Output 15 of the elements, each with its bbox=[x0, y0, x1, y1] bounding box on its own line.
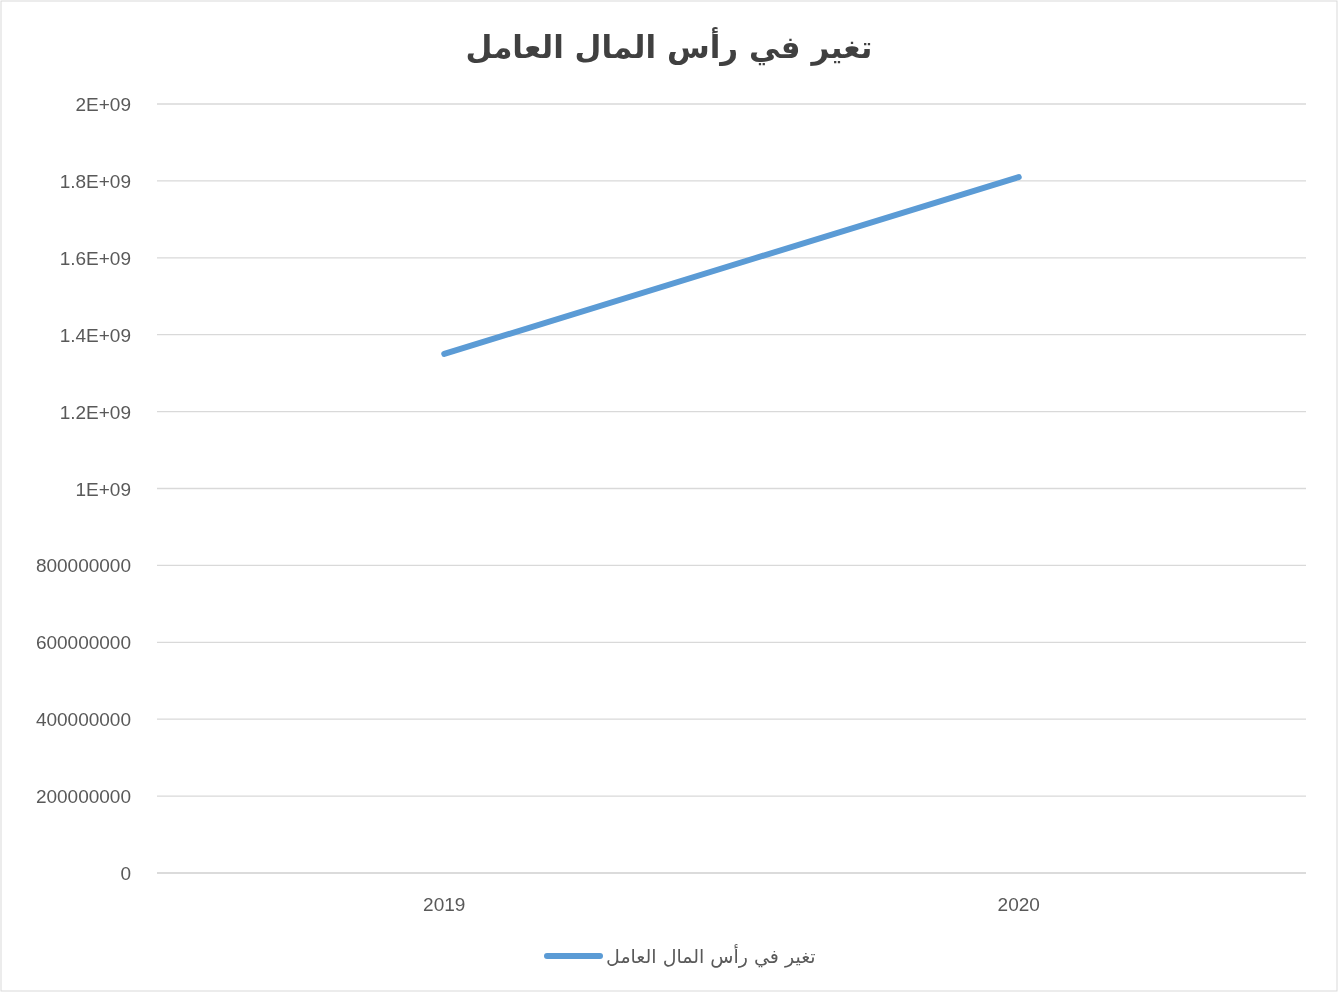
y-tick-label: 400000000 bbox=[35, 709, 131, 731]
x-tick-label: 2019 bbox=[423, 894, 466, 915]
y-tick-label: 1.6E+09 bbox=[59, 247, 131, 269]
y-tick-label: 1.4E+09 bbox=[59, 324, 131, 346]
y-tick-label: 0 bbox=[120, 863, 131, 884]
y-tick-label: 1.2E+09 bbox=[59, 401, 131, 423]
y-tick-label: 800000000 bbox=[35, 555, 131, 577]
legend-label: تغير في رأس المال العامل bbox=[606, 944, 816, 968]
chart-title: تغير في رأس المال العامل bbox=[465, 27, 873, 66]
y-tick-label: 1.8E+09 bbox=[59, 170, 131, 192]
y-tick-label: 600000000 bbox=[35, 632, 131, 654]
y-tick-label: 1E+09 bbox=[75, 478, 131, 500]
y-tick-label: 200000000 bbox=[35, 786, 131, 808]
x-tick-label: 2020 bbox=[997, 894, 1040, 915]
y-tick-label: 2E+09 bbox=[75, 94, 131, 115]
